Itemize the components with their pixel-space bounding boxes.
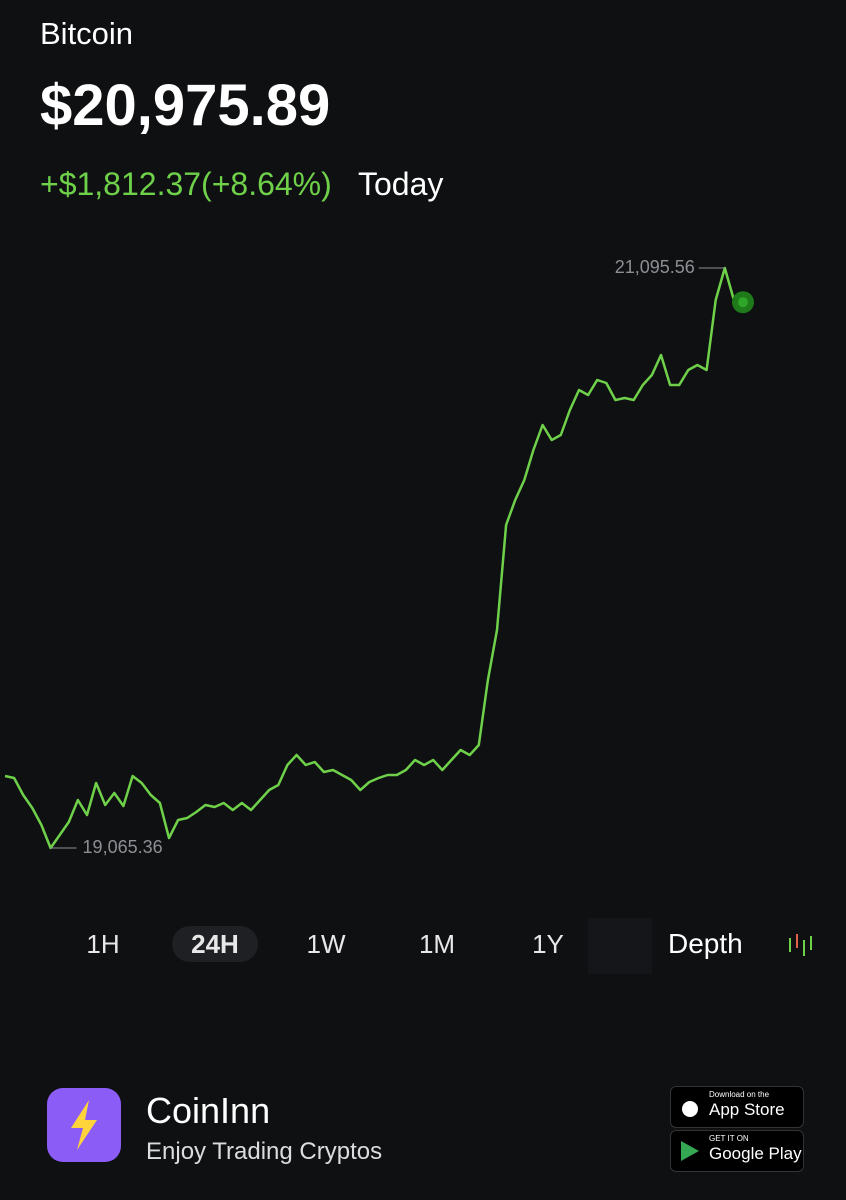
google-play-badge[interactable]: GET IT ON Google Play: [670, 1130, 804, 1172]
current-dot: [738, 297, 748, 308]
annotation-label: 19,065.36: [83, 837, 163, 857]
range-button[interactable]: 1W: [306, 929, 346, 959]
range-button[interactable]: 1H: [86, 929, 120, 959]
depth-button[interactable]: Depth: [668, 928, 743, 959]
range-button[interactable]: 24H: [172, 926, 258, 962]
price: $20,975.89: [40, 73, 331, 138]
price-line: [4, 266, 744, 850]
tagline: Enjoy Trading Cryptos: [146, 1138, 383, 1165]
app-name: CoinInn: [146, 1090, 271, 1131]
badge-small: Download on the: [709, 1090, 770, 1099]
app-store-badge[interactable]: Download on the App Store: [670, 1086, 804, 1128]
range-button[interactable]: 1M: [418, 929, 456, 959]
coin-name: Bitcoin: [40, 16, 134, 51]
placeholder: [588, 918, 652, 974]
period: Today: [358, 166, 444, 202]
badge-big: Google Play: [709, 1144, 802, 1163]
badge-small: GET IT ON: [709, 1134, 749, 1143]
price-change: +$1,812.37(+8.64%): [40, 166, 332, 202]
range-bar: Depth 1H 24H 1W 1M 1Y: [0, 918, 846, 974]
chart: 21,095.56 19,065.36: [4, 257, 754, 857]
candle-icon[interactable]: [786, 930, 818, 960]
app-logo: [47, 1088, 121, 1162]
range-button[interactable]: 1Y: [532, 929, 564, 959]
annotation-label: 21,095.56: [615, 257, 695, 277]
badge-big: App Store: [709, 1100, 785, 1119]
